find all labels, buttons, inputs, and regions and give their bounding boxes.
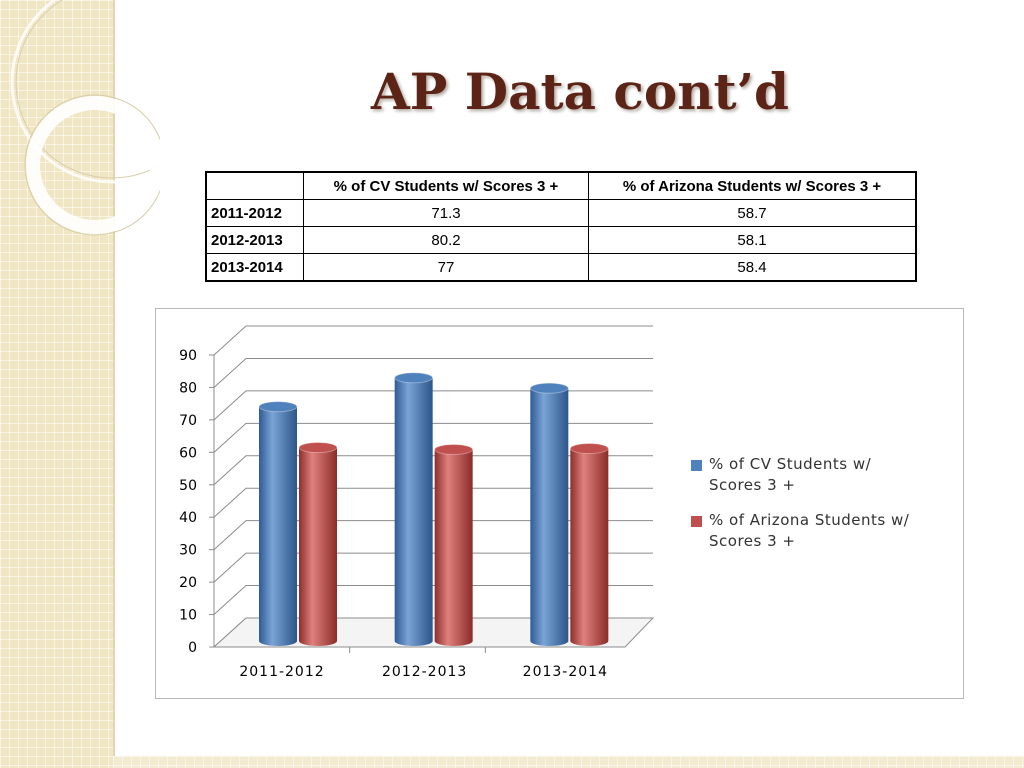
gridline <box>213 325 653 356</box>
gridline <box>213 455 653 486</box>
legend-swatch-cv <box>691 460 702 471</box>
gridline <box>213 487 653 518</box>
y-tick-label: 90 <box>179 348 197 364</box>
y-tick-label: 80 <box>179 380 197 396</box>
bar-body <box>530 388 569 646</box>
bar-cv <box>258 401 298 646</box>
legend-label-cv-line2: Scores 3 + <box>709 476 796 494</box>
bar-body <box>570 448 609 646</box>
table-corner-cell <box>205 171 304 200</box>
legend-swatch-arizona <box>691 516 702 527</box>
table-row: 2013-2014 77 58.4 <box>205 253 917 282</box>
table-row: 2012-2013 80.2 58.1 <box>205 226 917 254</box>
bar-arizona <box>434 443 474 646</box>
table-cell-cv: 71.3 <box>303 199 589 227</box>
decorative-left-strip <box>0 0 115 768</box>
table-row-label: 2013-2014 <box>205 253 304 282</box>
bar-top <box>394 372 434 384</box>
table-cell-cv: 80.2 <box>303 226 589 254</box>
bar-body <box>394 377 433 646</box>
slide-title: AP Data cont’d <box>370 62 790 121</box>
gridline <box>213 390 653 421</box>
gridline <box>213 422 653 453</box>
chart-legend: % of CV Students w/ Scores 3 + % of Ariz… <box>691 454 961 566</box>
bar-cv <box>394 372 434 646</box>
gridline <box>213 520 653 551</box>
bar-body <box>299 447 337 646</box>
table-cell-cv: 77 <box>303 253 589 282</box>
bar-top <box>298 442 338 454</box>
table-row: 2011-2012 71.3 58.7 <box>205 199 917 227</box>
y-tick-label: 70 <box>179 413 197 429</box>
y-tick-label: 50 <box>179 478 197 494</box>
chart-frame: 0 10 20 30 40 50 60 70 80 90 2011-2012 2012-2013 201… <box>155 308 964 699</box>
x-tick-label: 2011-2012 <box>239 664 324 680</box>
bar-cv <box>529 382 569 646</box>
y-tick-label: 10 <box>179 608 197 624</box>
gridline <box>213 357 653 388</box>
y-tick-label: 20 <box>179 575 197 591</box>
bar-body <box>434 449 473 646</box>
y-tick-label: 40 <box>179 510 197 526</box>
x-tick-label: 2012-2013 <box>382 664 467 680</box>
decorative-circles <box>10 0 160 236</box>
legend-label-arizona: % of Arizona Students w/ <box>709 511 910 529</box>
table-row-label: 2011-2012 <box>205 199 304 227</box>
legend-label-cv: % of CV Students w/ <box>709 455 872 473</box>
data-table: % of CV Students w/ Scores 3 + % of Ariz… <box>205 171 917 282</box>
bar-top <box>258 401 298 413</box>
bar-top <box>434 443 474 455</box>
gridline <box>213 552 653 583</box>
bar-arizona <box>298 442 338 646</box>
bar-top <box>569 443 609 455</box>
bar-body <box>259 406 297 646</box>
y-tick-label: 0 <box>188 640 197 656</box>
table-header-arizona: % of Arizona Students w/ Scores 3 + <box>588 171 917 200</box>
table-cell-arizona: 58.7 <box>588 199 917 227</box>
gridline <box>213 585 653 615</box>
table-cell-arizona: 58.4 <box>588 253 917 282</box>
decorative-bottom-border <box>113 756 1024 768</box>
legend-item-arizona: % of Arizona Students w/ Scores 3 + <box>691 510 961 552</box>
bar-arizona <box>569 443 609 646</box>
x-tick-label: 2013-2014 <box>523 664 608 680</box>
bar-top <box>529 382 569 394</box>
table-cell-arizona: 58.1 <box>588 226 917 254</box>
table-row-label: 2012-2013 <box>205 226 304 254</box>
y-tick-label: 60 <box>179 445 197 461</box>
bar-chart: 0 10 20 30 40 50 60 70 80 90 2011-2012 2012-2013 201… <box>179 325 655 680</box>
legend-label-arizona-line2: Scores 3 + <box>709 532 796 550</box>
table-header-cv: % of CV Students w/ Scores 3 + <box>303 171 589 200</box>
y-tick-label: 30 <box>179 543 197 559</box>
legend-item-cv: % of CV Students w/ Scores 3 + <box>691 454 961 496</box>
table-header-row: % of CV Students w/ Scores 3 + % of Ariz… <box>205 171 917 200</box>
